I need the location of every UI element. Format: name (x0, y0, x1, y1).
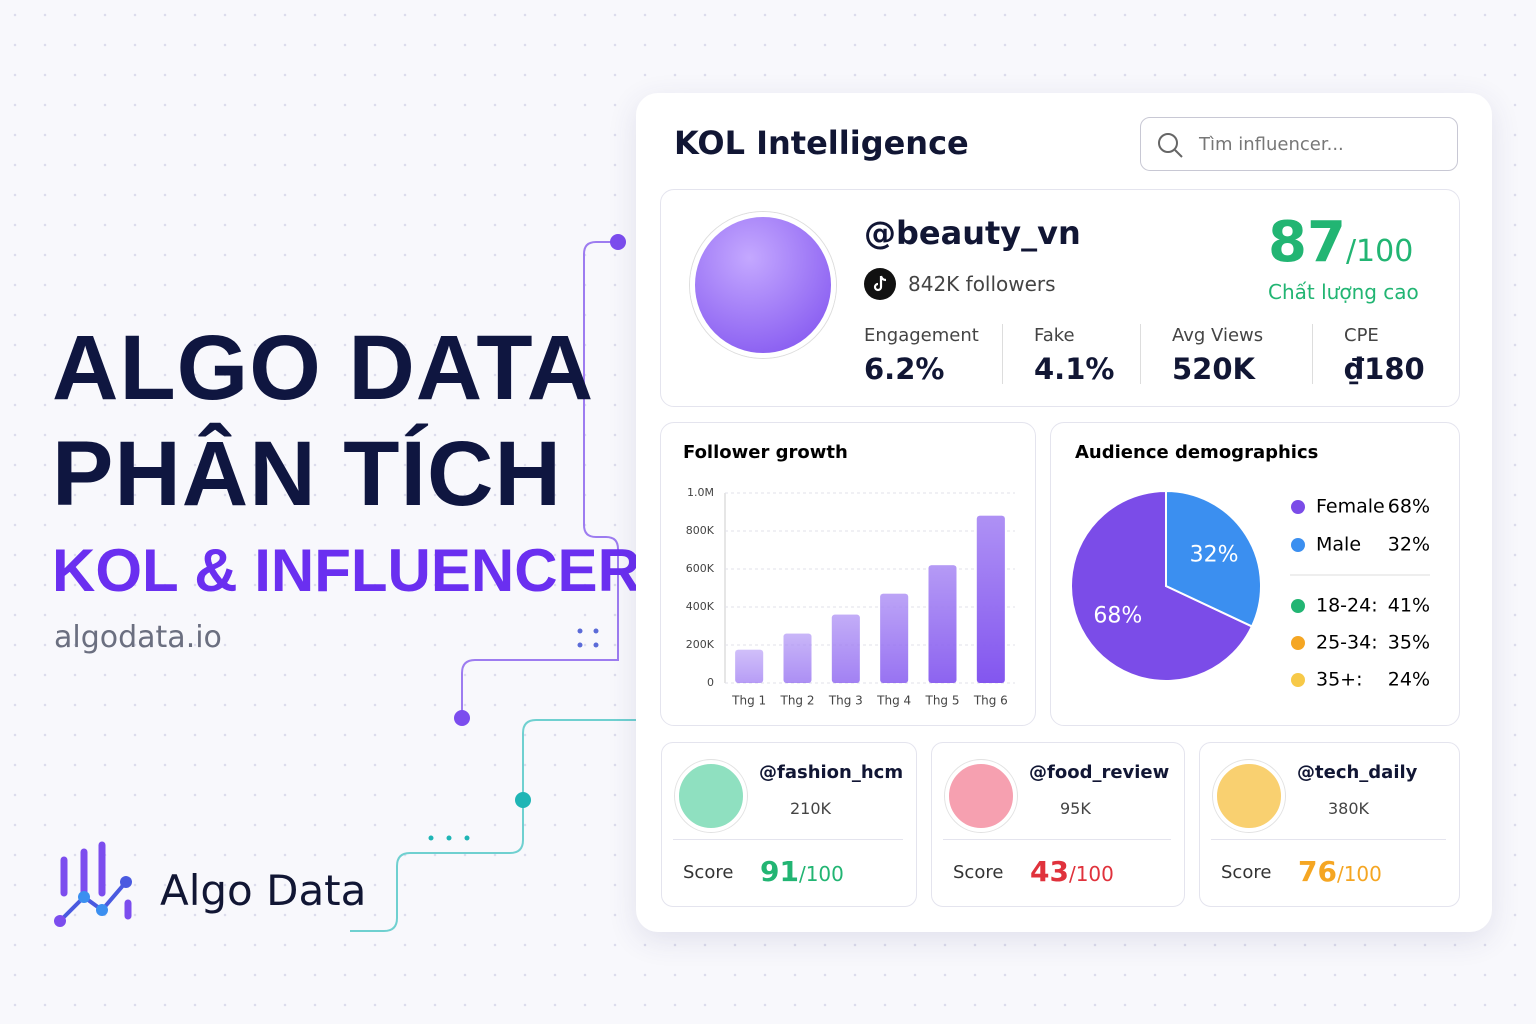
hero-subtitle: KOL & INFLUENCER (52, 537, 641, 604)
score-label: Score (683, 862, 734, 883)
bar-shine (783, 633, 812, 683)
kol-avatar (945, 760, 1017, 832)
kol-handle: @fashion_hcm (759, 762, 904, 783)
tiktok-icon (864, 268, 896, 300)
age-value: 41% (1388, 595, 1430, 617)
score-value: 91 (760, 855, 799, 888)
dashboard-title: KOL Intelligence (674, 124, 969, 162)
hero-title: ALGO DATA (52, 317, 595, 419)
x-tick-label: Thg 5 (924, 694, 959, 708)
legend-value: 32% (1388, 534, 1430, 556)
chart-title: Audience demographics (1075, 442, 1318, 463)
metric-label: Avg Views (1172, 325, 1264, 346)
hero-title: PHÂN TÍCH (52, 423, 562, 525)
bar-shine (831, 614, 860, 683)
followers: 842K followers (908, 272, 1056, 296)
kol-score: 43/100 (1030, 855, 1114, 888)
legend-name: Female (1316, 496, 1385, 518)
age-value: 35% (1388, 632, 1430, 654)
kol-handle: @tech_daily (1297, 762, 1418, 783)
kol-divider (673, 839, 903, 840)
kol-followers: 95K (1060, 799, 1091, 818)
kol-score: 91/100 (760, 855, 844, 888)
score-label: Score (953, 862, 1004, 883)
score-value: 87 (1268, 210, 1346, 275)
metric-divider (1312, 324, 1313, 384)
handle: @beauty_vn (864, 214, 1081, 252)
legend-dot (1291, 599, 1305, 613)
search-box[interactable]: Tìm influencer... (1140, 117, 1458, 171)
brand: Algo Data (160, 866, 367, 915)
search-icon (1158, 133, 1183, 158)
metric-divider (1140, 324, 1141, 384)
x-tick-label: Thg 2 (779, 694, 814, 708)
bar-shine (735, 649, 764, 683)
metric-value: ₫180 (1344, 352, 1425, 386)
pie-label: 68% (1093, 604, 1142, 629)
legend-dot (1291, 636, 1305, 650)
x-tick-label: Thg 3 (828, 694, 863, 708)
age-label: 25-34: (1316, 632, 1378, 654)
score-label: Chất lượng cao (1268, 280, 1419, 304)
age-label: 35+: (1316, 669, 1363, 691)
kol-avatar (1213, 760, 1285, 832)
y-tick-label: 1.0M (687, 486, 714, 499)
kol-divider (1211, 839, 1446, 840)
legend-value: 68% (1388, 496, 1430, 518)
score-max: /100 (1336, 862, 1382, 886)
search-placeholder: Tìm influencer... (1199, 134, 1344, 155)
x-tick-label: Thg 4 (876, 694, 911, 708)
kol-handle: @food_review (1029, 762, 1170, 783)
metric-divider (1002, 324, 1003, 384)
bar-shine (976, 515, 1005, 683)
legend-dot (1291, 538, 1305, 552)
url: algodata.io (54, 620, 222, 655)
y-tick-label: 600K (686, 562, 715, 575)
logo (54, 841, 132, 927)
y-tick-label: 200K (686, 638, 715, 651)
avatar (690, 212, 836, 358)
score-label: Score (1221, 862, 1272, 883)
score: 87/100 (1268, 210, 1413, 275)
x-tick-label: Thg 6 (973, 694, 1008, 708)
kol-divider (943, 839, 1171, 840)
metric-value: 4.1% (1034, 352, 1115, 386)
bar-shine (880, 593, 909, 683)
x-tick-label: Thg 1 (731, 694, 766, 708)
chart-title: Follower growth (683, 442, 848, 463)
bar-shine (928, 565, 957, 683)
kol-score: 76/100 (1298, 855, 1382, 888)
score-max: /100 (798, 862, 844, 886)
kol-avatar (675, 760, 747, 832)
pie-slice (1165, 489, 1262, 628)
legend-name: Male (1316, 534, 1361, 556)
score-value: 43 (1030, 855, 1069, 888)
score-max: /100 (1068, 862, 1114, 886)
kol-followers: 380K (1328, 799, 1370, 818)
metric-label: Engagement (864, 325, 979, 346)
metric-label: CPE (1344, 325, 1379, 346)
y-tick-label: 800K (686, 524, 715, 537)
kol-followers: 210K (790, 799, 832, 818)
pie-slice (1070, 489, 1254, 682)
y-tick-label: 400K (686, 600, 715, 613)
metric-label: Fake (1034, 325, 1075, 346)
score-value: 76 (1298, 855, 1337, 888)
legend-dot (1291, 500, 1305, 514)
metric-value: 6.2% (864, 352, 945, 386)
metric-value: 520K (1172, 352, 1256, 386)
y-tick-label: 0 (707, 676, 714, 689)
score-max: /100 (1345, 234, 1414, 269)
legend-dot (1291, 673, 1305, 687)
pie-label: 32% (1190, 542, 1239, 567)
age-label: 18-24: (1316, 595, 1378, 617)
age-value: 24% (1388, 669, 1430, 691)
